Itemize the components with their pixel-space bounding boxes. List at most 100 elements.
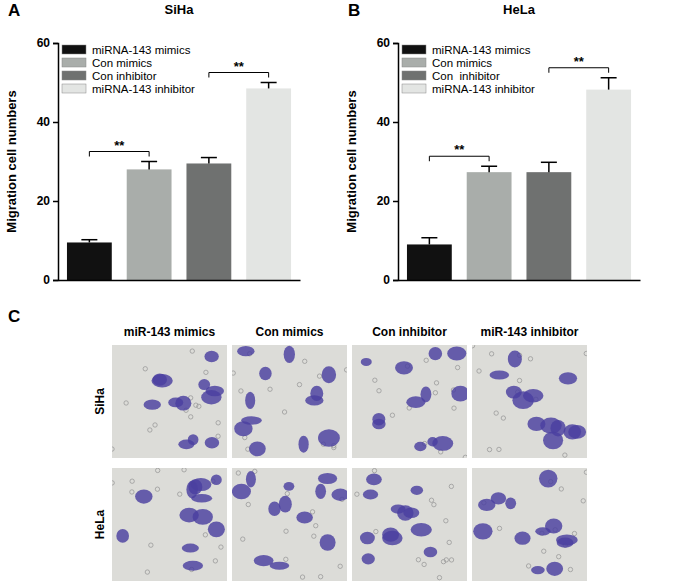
significance: ** [429,142,489,161]
pore [124,401,128,405]
pore [355,492,359,496]
chart-title: HeLa [503,2,536,17]
stained-cell [284,346,295,363]
stained-cell [414,442,426,451]
stained-cell [514,531,530,544]
pore [452,406,456,410]
micrograph-background [232,345,347,458]
pore [449,484,453,488]
error-bar-cap [201,157,217,159]
pore [282,410,286,414]
stained-cell [490,371,510,380]
stained-cell [331,489,347,501]
stained-cell [540,418,561,434]
stained-cell [208,521,225,537]
stained-cell [183,561,203,571]
legend-swatch [62,45,86,54]
stained-cell [153,374,167,386]
y-tick-label: 40 [377,115,391,129]
y-tick-mark [53,201,58,203]
y-axis: 0204060 [377,36,399,287]
pore [477,369,481,373]
error-bar-stem [488,166,490,172]
error-bar [261,83,277,89]
pore [239,389,243,393]
stained-cell [206,386,224,397]
stained-cell [186,481,198,498]
pore [303,359,307,363]
micrograph-background [232,468,347,581]
pore [216,421,220,425]
significance: ** [89,138,149,157]
legend-swatch [402,84,426,93]
pore [197,404,201,408]
micrograph [352,345,467,458]
pore [489,352,493,356]
pore [153,423,157,427]
pore [190,349,194,353]
pore [112,447,114,451]
y-tick-mark [53,43,58,45]
error-bar-cap [81,239,97,241]
stained-cell [556,534,578,545]
error-bar [541,162,557,172]
pore [155,487,159,491]
y-tick-mark [393,280,398,282]
y-tick-label: 20 [37,194,51,208]
stained-cell [298,436,308,453]
significance-label: ** [234,59,245,74]
pore [455,365,459,369]
pore [517,378,521,382]
stained-cell [546,562,563,576]
pore [441,559,445,563]
stained-cell [362,553,375,564]
pore [143,367,147,371]
stained-cell [535,527,550,535]
stained-cell [508,351,522,368]
x-axis [399,280,641,281]
stained-cell [505,497,516,509]
pore [130,479,134,483]
legend-label: Con mimics [432,57,492,69]
stained-cell [531,566,545,574]
legend: miRNA-143 mimicsCon mimicsCon inhibitorm… [402,44,535,95]
y-tick-mark [53,122,58,124]
y-tick-mark [393,122,398,124]
stained-cell [310,386,323,401]
micrograph [232,468,347,581]
legend-label: miRNA-143 mimics [92,44,191,56]
y-tick-label: 20 [377,194,391,208]
stained-cell [144,400,161,410]
pore [559,487,563,491]
panel-letter: A [8,1,20,20]
pore [429,498,433,502]
pore [213,559,217,563]
legend-label: Con mimics [92,57,152,69]
pore [189,415,193,419]
y-tick: 0 [43,273,58,287]
pore [494,411,498,415]
significance-label: ** [574,54,585,69]
pore [203,533,207,537]
error-bar-cap [141,161,157,163]
micrograph-background [112,345,227,458]
stained-cell [391,504,406,513]
legend-entry: Con mimics [402,57,492,69]
legend-swatch [402,58,426,67]
legend-swatch [402,71,426,80]
y-tick: 40 [37,115,58,129]
stained-cell [427,437,437,446]
x-axis [59,280,301,281]
bar [526,172,571,280]
legend-label: miRNA-143 mimics [432,44,531,56]
image-panel: CmiR-143 mimicsCon mimicsCon inhibitormi… [8,307,589,581]
pore [416,558,420,562]
pore [149,543,153,547]
y-tick: 60 [377,36,398,50]
y-axis-line [53,44,59,281]
error-bar-cap [261,82,277,84]
pore [472,345,475,348]
error-bar-stem [548,162,550,172]
pore [236,471,240,475]
stained-cell [478,499,495,511]
